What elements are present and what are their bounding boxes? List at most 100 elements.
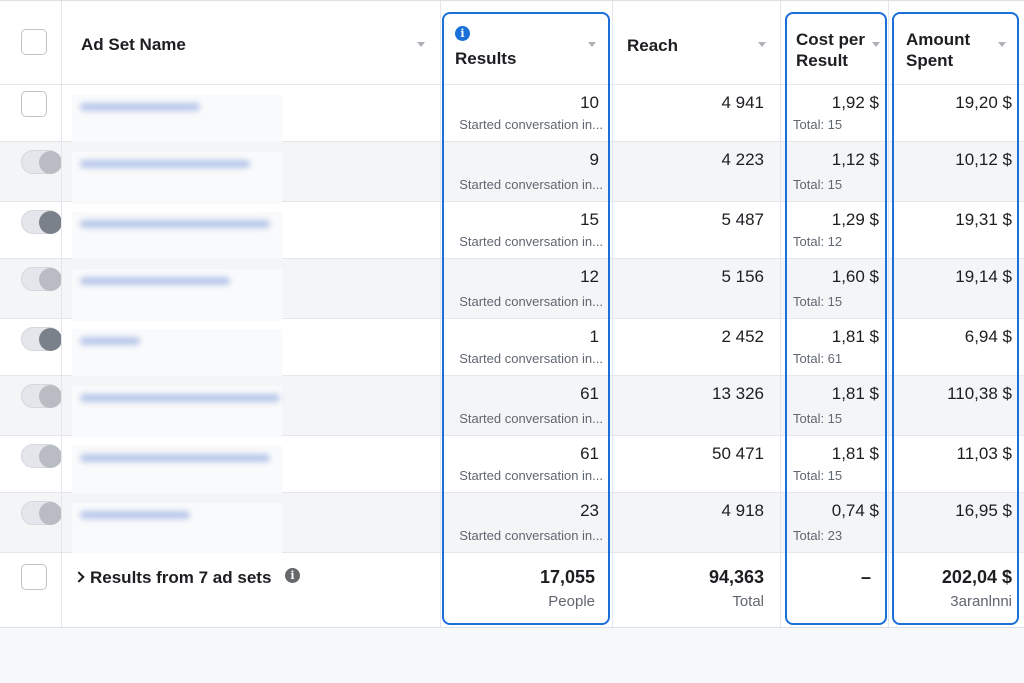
amount-spent-value: 19,20 $ xyxy=(955,93,1012,112)
results-value: 12 xyxy=(580,267,599,286)
cost-per-result-cell: 1,92 $ Total: 15 xyxy=(781,85,887,141)
column-header-reach[interactable]: Reach xyxy=(627,36,679,55)
ad-set-name-redacted[interactable] xyxy=(72,152,282,204)
table-row: 9 Started conversation in... 4 223 1,12 … xyxy=(0,142,1024,204)
reach-value: 50 471 xyxy=(712,444,764,463)
amount-spent-value: 11,03 $ xyxy=(956,444,1012,463)
results-cell: 1 Started conversation in... xyxy=(441,319,611,375)
table-row: 1 Started conversation in... 2 452 1,81 … xyxy=(0,319,1024,381)
results-from-ad-sets-label[interactable]: Results from 7 ad sets xyxy=(90,568,271,588)
toggle-knob xyxy=(39,502,62,525)
table-row: 61 Started conversation in... 50 471 1,8… xyxy=(0,436,1024,498)
results-value: 1 xyxy=(589,327,599,346)
summary-spent-value: 202,04 $ xyxy=(941,567,1012,587)
row-toggle[interactable] xyxy=(21,150,62,174)
toggle-knob xyxy=(39,445,62,468)
select-all-checkbox[interactable] xyxy=(21,29,47,55)
results-cell: 61 Started conversation in... xyxy=(441,376,611,435)
info-icon[interactable]: i xyxy=(455,26,470,41)
column-divider xyxy=(888,1,889,627)
row-toggle[interactable] xyxy=(21,501,62,525)
table-row: 15 Started conversation in... 5 487 1,29… xyxy=(0,202,1024,264)
cost-per-result-value: 1,81 $ xyxy=(831,384,879,403)
table-header: Ad Set Name i Results Reach Cost per Res… xyxy=(0,1,1024,85)
summary-results-unit: People xyxy=(548,593,595,610)
reach-cell: 5 487 xyxy=(612,202,780,258)
cost-per-result-cell: 1,81 $ Total: 61 xyxy=(781,319,887,375)
table-row: 23 Started conversation in... 4 918 0,74… xyxy=(0,493,1024,555)
results-value: 9 xyxy=(589,150,599,169)
redacted-name-bar xyxy=(80,337,140,345)
info-icon[interactable]: i xyxy=(285,568,300,583)
amount-spent-cell: 11,03 $ xyxy=(888,436,1024,492)
reach-cell: 4 223 xyxy=(612,142,780,201)
cost-total-label: Total: 15 xyxy=(793,294,843,309)
cost-per-result-value: 1,29 $ xyxy=(831,210,879,229)
sort-caret-icon[interactable] xyxy=(872,42,880,47)
reach-cell: 2 452 xyxy=(612,319,780,375)
toggle-knob xyxy=(39,328,62,351)
amount-spent-value: 10,12 $ xyxy=(955,150,1012,169)
row-toggle[interactable] xyxy=(21,444,62,468)
cost-per-result-value: 1,81 $ xyxy=(831,327,879,346)
row-toggle[interactable] xyxy=(21,384,62,408)
amount-spent-cell: 19,31 $ xyxy=(888,202,1024,258)
results-type-label: Started conversation in... xyxy=(459,528,603,543)
column-header-cost-per-result[interactable]: Cost per Result xyxy=(796,30,865,70)
summary-checkbox[interactable] xyxy=(21,564,47,590)
row-toggle[interactable] xyxy=(21,327,62,351)
sort-caret-icon[interactable] xyxy=(758,42,766,47)
cost-total-label: Total: 23 xyxy=(793,528,843,543)
reach-value: 4 223 xyxy=(721,150,764,169)
sort-caret-icon[interactable] xyxy=(998,42,1006,47)
ad-set-name-redacted[interactable] xyxy=(72,386,282,438)
results-type-label: Started conversation in... xyxy=(459,468,603,483)
results-type-label: Started conversation in... xyxy=(459,117,603,132)
results-type-label: Started conversation in... xyxy=(459,177,603,192)
ad-set-name-redacted[interactable] xyxy=(72,503,282,555)
reach-cell: 13 326 xyxy=(612,376,780,435)
reach-cell: 4 941 xyxy=(612,85,780,141)
reach-cell: 50 471 xyxy=(612,436,780,492)
amount-spent-value: 19,14 $ xyxy=(955,267,1012,286)
results-type-label: Started conversation in... xyxy=(459,411,603,426)
table-row: 61 Started conversation in... 13 326 1,8… xyxy=(0,376,1024,438)
cost-per-result-value: 0,74 $ xyxy=(831,501,879,520)
results-value: 15 xyxy=(580,210,599,229)
redacted-name-bar xyxy=(80,103,200,111)
results-cell: 10 Started conversation in... xyxy=(441,85,611,141)
sort-caret-icon[interactable] xyxy=(417,42,425,47)
column-divider xyxy=(780,1,781,627)
column-divider xyxy=(612,1,613,627)
summary-label: Results from 7 ad sets xyxy=(90,568,272,587)
cost-total-label: Total: 15 xyxy=(793,411,843,426)
column-header-amount-spent[interactable]: Amount Spent xyxy=(906,30,971,70)
ad-set-name-redacted[interactable] xyxy=(72,269,282,321)
reach-value: 5 487 xyxy=(721,210,764,229)
table-row: 10 Started conversation in... 4 941 1,92… xyxy=(0,85,1024,147)
column-header-ad-set-name[interactable]: Ad Set Name xyxy=(81,35,186,54)
cost-total-label: Total: 15 xyxy=(793,177,843,192)
results-value: 10 xyxy=(580,93,599,112)
row-toggle[interactable] xyxy=(21,267,62,291)
results-cell: 9 Started conversation in... xyxy=(441,142,611,201)
ad-set-name-redacted[interactable] xyxy=(72,329,282,381)
redacted-name-bar xyxy=(80,220,270,228)
redacted-name-bar xyxy=(80,160,250,168)
ad-set-name-redacted[interactable] xyxy=(72,212,282,264)
cost-per-result-value: 1,60 $ xyxy=(831,267,879,286)
summary-reach-unit: Total xyxy=(732,593,764,610)
row-checkbox[interactable] xyxy=(21,91,47,117)
results-type-label: Started conversation in... xyxy=(459,351,603,366)
amount-spent-value: 110,38 $ xyxy=(947,384,1012,403)
row-toggle[interactable] xyxy=(21,210,62,234)
ad-sets-table: Ad Set Name i Results Reach Cost per Res… xyxy=(0,0,1024,628)
ad-set-name-redacted[interactable] xyxy=(72,446,282,498)
column-header-results[interactable]: Results xyxy=(455,49,517,68)
column-divider xyxy=(440,1,441,627)
reach-value: 4 941 xyxy=(721,93,764,112)
results-cell: 61 Started conversation in... xyxy=(441,436,611,492)
sort-caret-icon[interactable] xyxy=(588,42,596,47)
ad-set-name-redacted[interactable] xyxy=(72,95,282,147)
chevron-right-icon[interactable] xyxy=(73,571,85,583)
